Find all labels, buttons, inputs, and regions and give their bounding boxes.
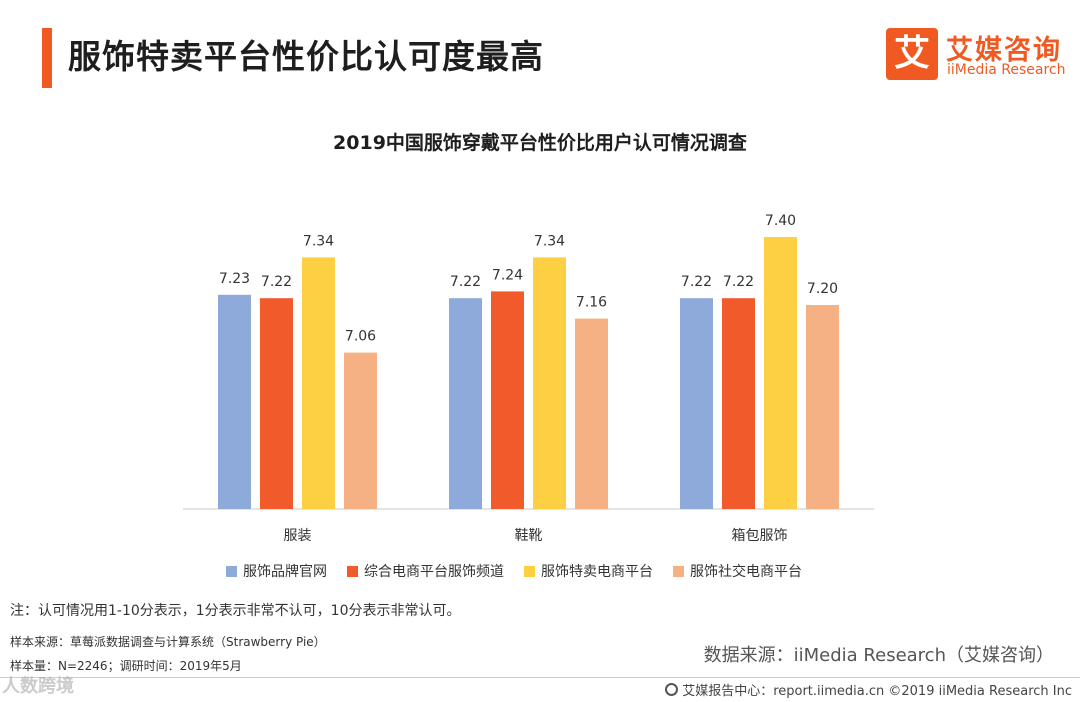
category-label: 鞋靴 <box>515 528 543 544</box>
bar <box>218 294 251 509</box>
chart-title: 2019中国服饰穿戴平台性价比用户认可情况调查 <box>333 132 747 154</box>
report-center-icon <box>665 683 679 696</box>
scale-note: 注：认可情况用1-10分表示，1分表示非常不认可，10分表示非常认可。 <box>10 603 461 619</box>
data-label: 7.16 <box>576 295 607 311</box>
legend-label: 服饰特卖电商平台 <box>541 564 653 580</box>
legend-swatch <box>347 565 358 577</box>
iimedia-logo: 艾 艾媒咨询 iiMedia Research <box>886 28 1066 84</box>
bar <box>722 298 755 509</box>
bar <box>764 237 797 509</box>
bar <box>491 291 524 509</box>
bar <box>449 298 482 509</box>
legend-label: 服饰社交电商平台 <box>690 564 802 580</box>
bar <box>533 257 566 509</box>
legend-swatch <box>226 565 237 577</box>
data-label: 7.22 <box>681 274 712 290</box>
data-label: 7.40 <box>765 213 796 229</box>
legend-item-brand-site: 服饰品牌官网 <box>226 561 327 581</box>
category-label: 服装 <box>284 528 312 544</box>
legend-swatch <box>673 565 684 577</box>
legend-label: 综合电商平台服饰频道 <box>364 564 504 580</box>
data-label: 7.24 <box>492 267 523 283</box>
data-label: 7.22 <box>450 274 481 290</box>
bar <box>344 352 377 509</box>
page-title: 服饰特卖平台性价比认可度最高 <box>68 37 544 76</box>
sample-source: 样本来源：草莓派数据调查与计算系统（Strawberry Pie） <box>10 635 326 649</box>
logo-mark: 艾 <box>886 28 938 80</box>
data-label: 7.20 <box>807 281 838 297</box>
data-label: 7.22 <box>723 274 754 290</box>
legend-swatch <box>524 565 535 577</box>
data-source: 数据来源：iiMedia Research（艾媒咨询） <box>703 645 1054 666</box>
legend-item-ecommerce-channel: 综合电商平台服饰频道 <box>347 561 504 581</box>
data-label: 7.22 <box>261 274 292 290</box>
bar <box>302 257 335 509</box>
bar <box>575 318 608 509</box>
bar <box>680 298 713 509</box>
footer-divider <box>0 677 1080 678</box>
legend-item-flash-sale: 服饰特卖电商平台 <box>524 561 653 581</box>
logo-name-en: iiMedia Research <box>947 62 1066 78</box>
data-label: 7.34 <box>534 233 565 249</box>
title-accent-bar <box>42 28 52 88</box>
chart-legend: 服饰品牌官网 综合电商平台服饰频道 服饰特卖电商平台 服饰社交电商平台 <box>226 561 802 581</box>
footer: 艾媒报告中心：report.iimedia.cn ©2019 iiMedia R… <box>665 680 1072 699</box>
data-label: 7.34 <box>303 233 334 249</box>
watermark: 人数跨境 <box>2 676 74 697</box>
legend-item-social-ecommerce: 服饰社交电商平台 <box>673 561 802 581</box>
category-label: 箱包服饰 <box>732 528 788 544</box>
logo-name-cn: 艾媒咨询 <box>946 35 1062 66</box>
footer-text: 艾媒报告中心：report.iimedia.cn ©2019 iiMedia R… <box>682 684 1072 699</box>
sample-size: 样本量：N=2246；调研时间：2019年5月 <box>10 659 242 673</box>
data-label: 7.06 <box>345 329 376 345</box>
bar <box>806 305 839 509</box>
legend-label: 服饰品牌官网 <box>243 564 327 580</box>
data-label: 7.23 <box>219 271 250 287</box>
bar <box>260 298 293 509</box>
